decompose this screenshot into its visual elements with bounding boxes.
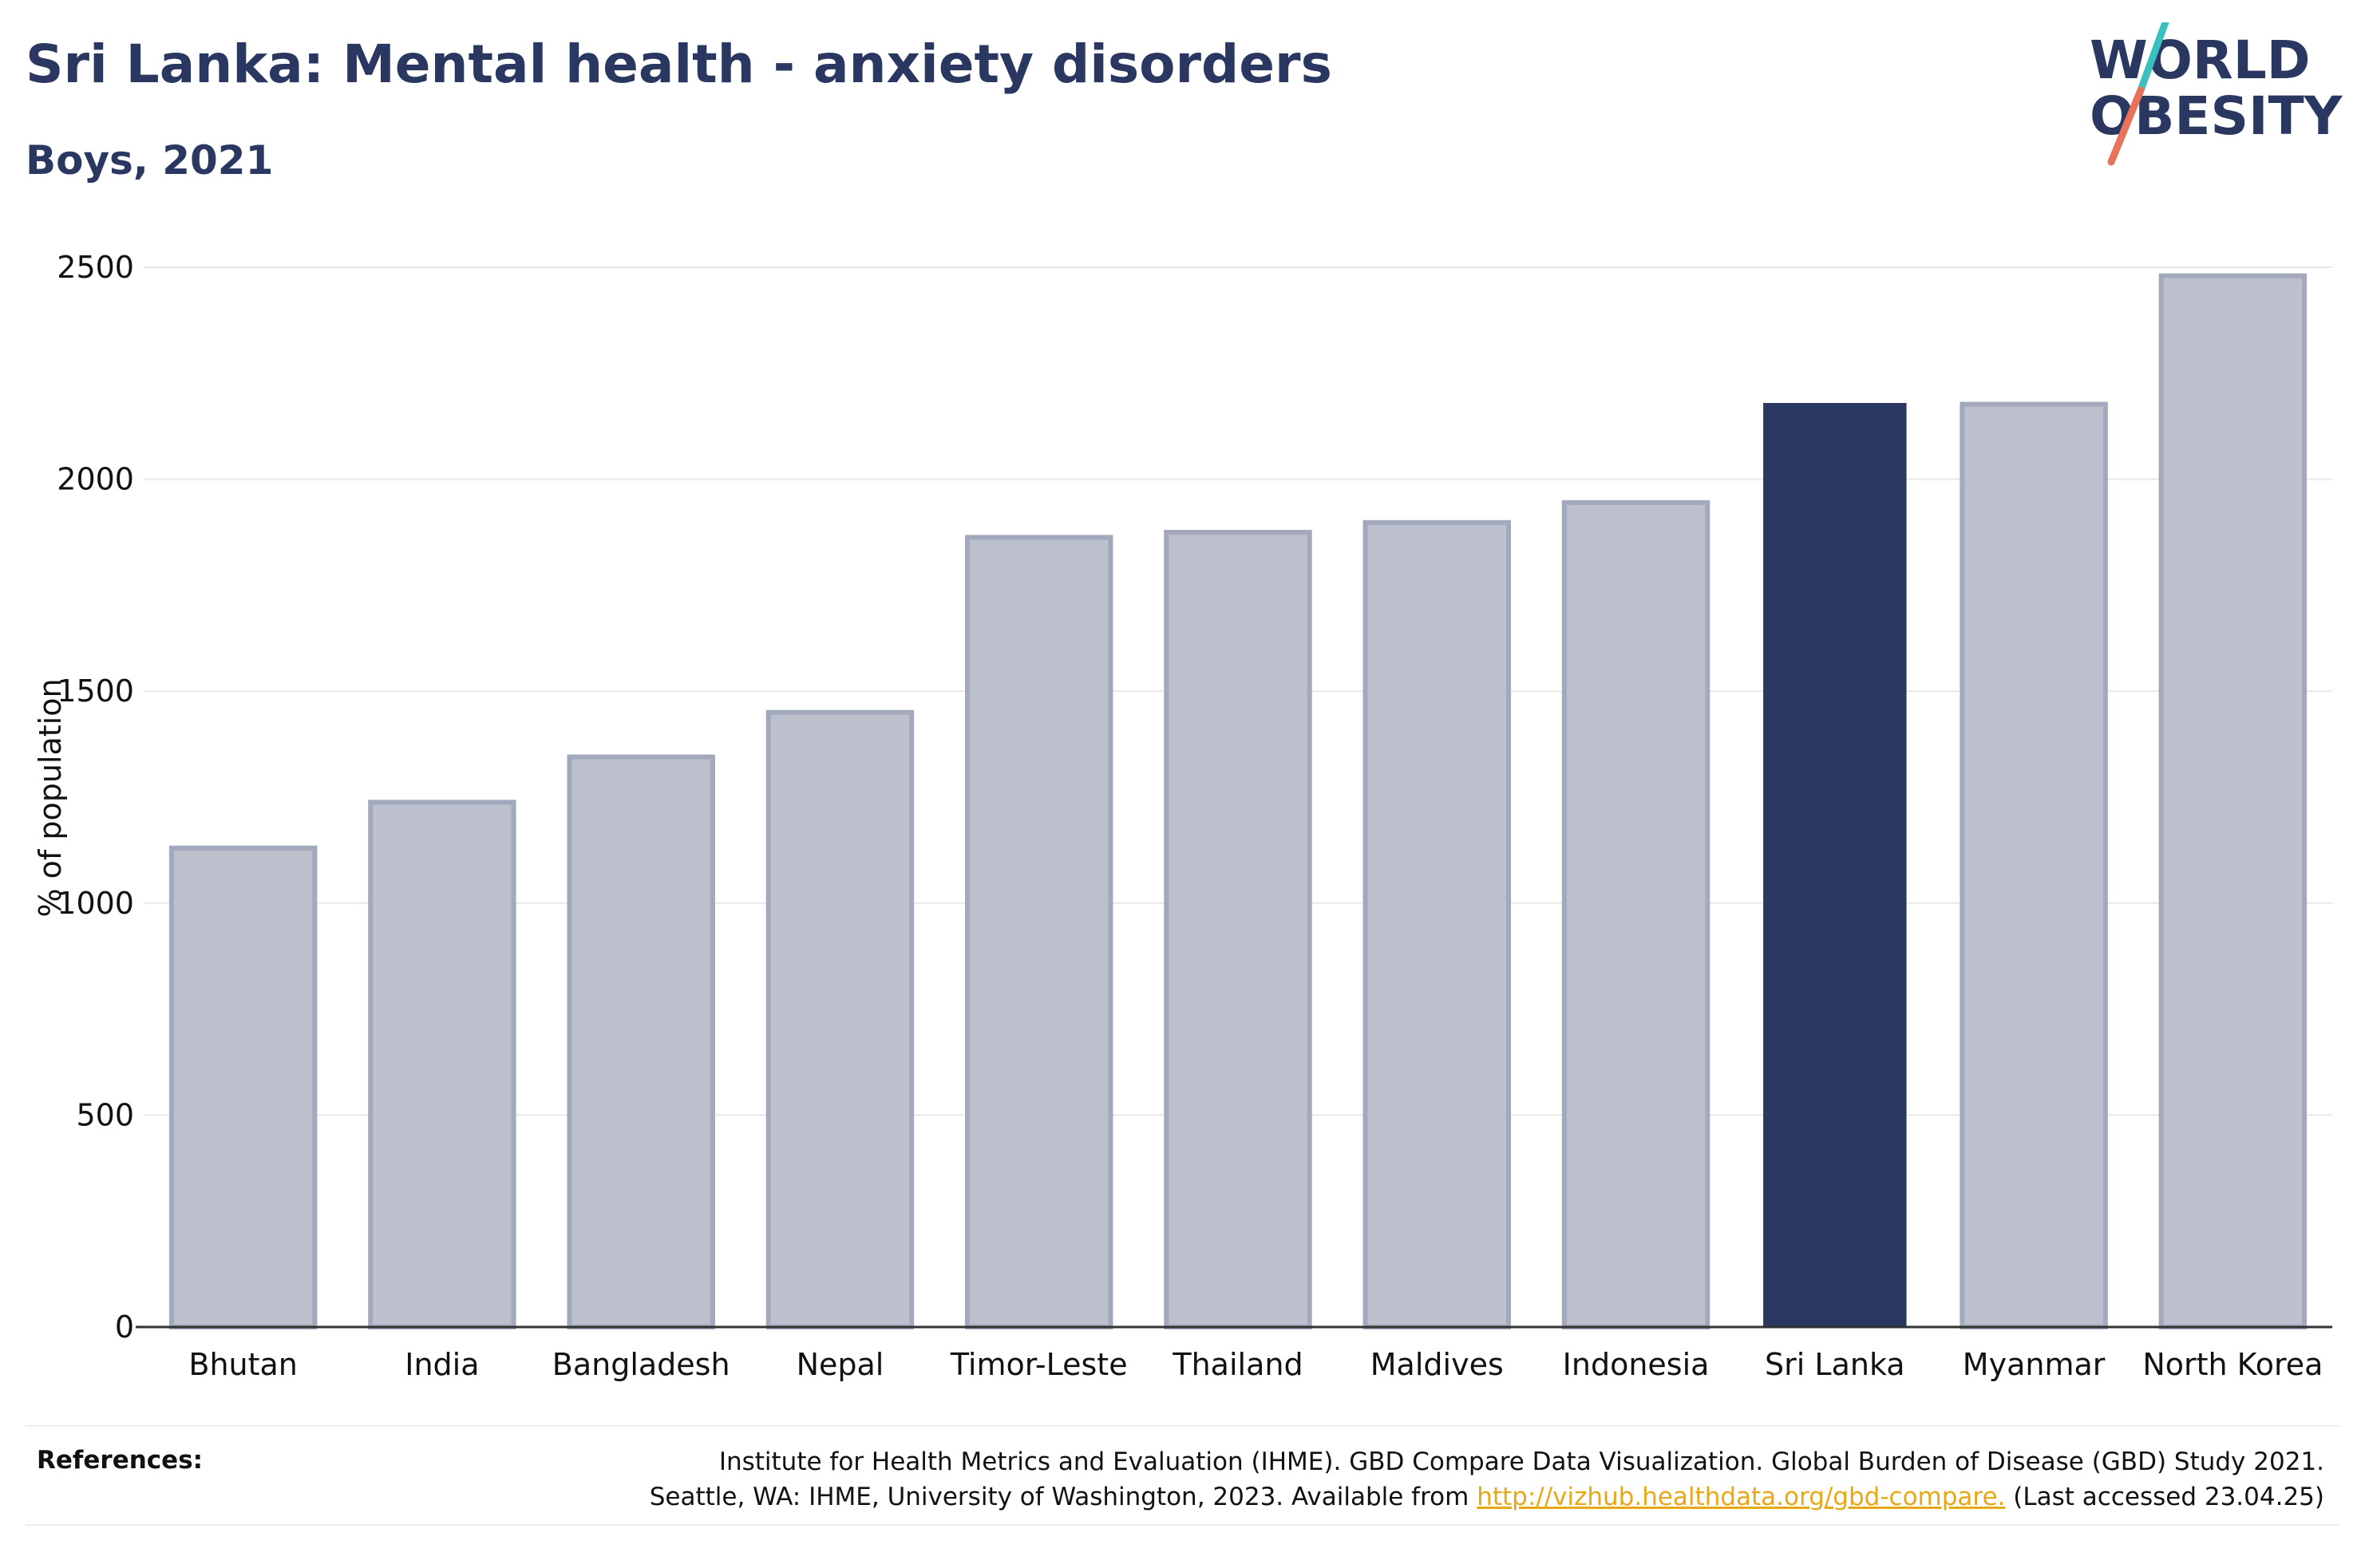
x-tick-label: North Korea [2142, 1347, 2323, 1382]
bar-india [368, 800, 516, 1329]
y-tick-label: 2500 [57, 250, 134, 285]
x-tick-label: India [405, 1347, 479, 1382]
x-tick-label: Sri Lanka [1765, 1347, 1905, 1382]
y-tick-label: 1500 [57, 673, 134, 709]
references-divider-bottom [26, 1524, 2340, 1526]
bar-timor-leste [964, 535, 1113, 1329]
references-line-1: Institute for Health Metrics and Evaluat… [718, 1448, 2324, 1476]
references-text: Institute for Health Metrics and Evaluat… [409, 1444, 2324, 1515]
bar-myanmar [1960, 401, 2108, 1329]
bar-north-korea [2158, 273, 2308, 1329]
y-tick-label: 0 [115, 1309, 134, 1345]
logo-slash-teal [2137, 22, 2169, 94]
bar-thailand [1164, 530, 1312, 1329]
logo-text-world: WORLD [2090, 30, 2311, 91]
axes: 0 500 1000 1500 2000 2500 Bhutan India Banglades… [57, 250, 2332, 1382]
x-tick-label: Bhutan [188, 1347, 298, 1382]
references-divider-top [26, 1425, 2340, 1427]
x-tick-label: Maldives [1370, 1347, 1504, 1382]
x-tick-label: Timor-Leste [950, 1347, 1128, 1382]
chart-subtitle: Boys, 2021 [26, 137, 274, 184]
references-label: References: [37, 1446, 204, 1475]
bar-indonesia [1561, 500, 1710, 1329]
bar-bangladesh [567, 754, 715, 1329]
x-tick-label: Nepal [797, 1347, 884, 1382]
bar-bhutan [168, 845, 318, 1329]
y-tick-label: 2000 [57, 462, 134, 497]
bars [168, 273, 2308, 1329]
references-line-2: Seattle, WA: IHME, University of Washing… [409, 1479, 2324, 1515]
bar-sri-lanka [1763, 402, 1907, 1327]
bar-nepal [765, 709, 915, 1329]
y-axis-title: % of population [33, 678, 68, 917]
x-tick-label: Myanmar [1963, 1347, 2106, 1382]
y-tick-label: 500 [76, 1097, 134, 1132]
logo-slash-coral [2107, 86, 2145, 166]
bar-maldives [1362, 519, 1512, 1329]
x-tick-label: Indonesia [1563, 1347, 1710, 1382]
x-tick-label: Bangladesh [552, 1347, 730, 1382]
x-tick-label: Thailand [1172, 1347, 1303, 1382]
world-obesity-logo: WORLD OBESITY [2090, 22, 2343, 166]
references-line-2-suffix: (Last accessed 23.04.25) [2005, 1483, 2324, 1511]
y-tick-label: 1000 [57, 886, 134, 921]
chart-title: Sri Lanka: Mental health - anxiety disor… [26, 34, 1332, 95]
bar-chart: 0 500 1000 1500 2000 2500 Bhutan India Banglades… [33, 250, 2332, 1382]
references-line-2-prefix: Seattle, WA: IHME, University of Washing… [649, 1483, 1477, 1511]
references-link[interactable]: http://vizhub.healthdata.org/gbd-compare… [1477, 1483, 2006, 1511]
